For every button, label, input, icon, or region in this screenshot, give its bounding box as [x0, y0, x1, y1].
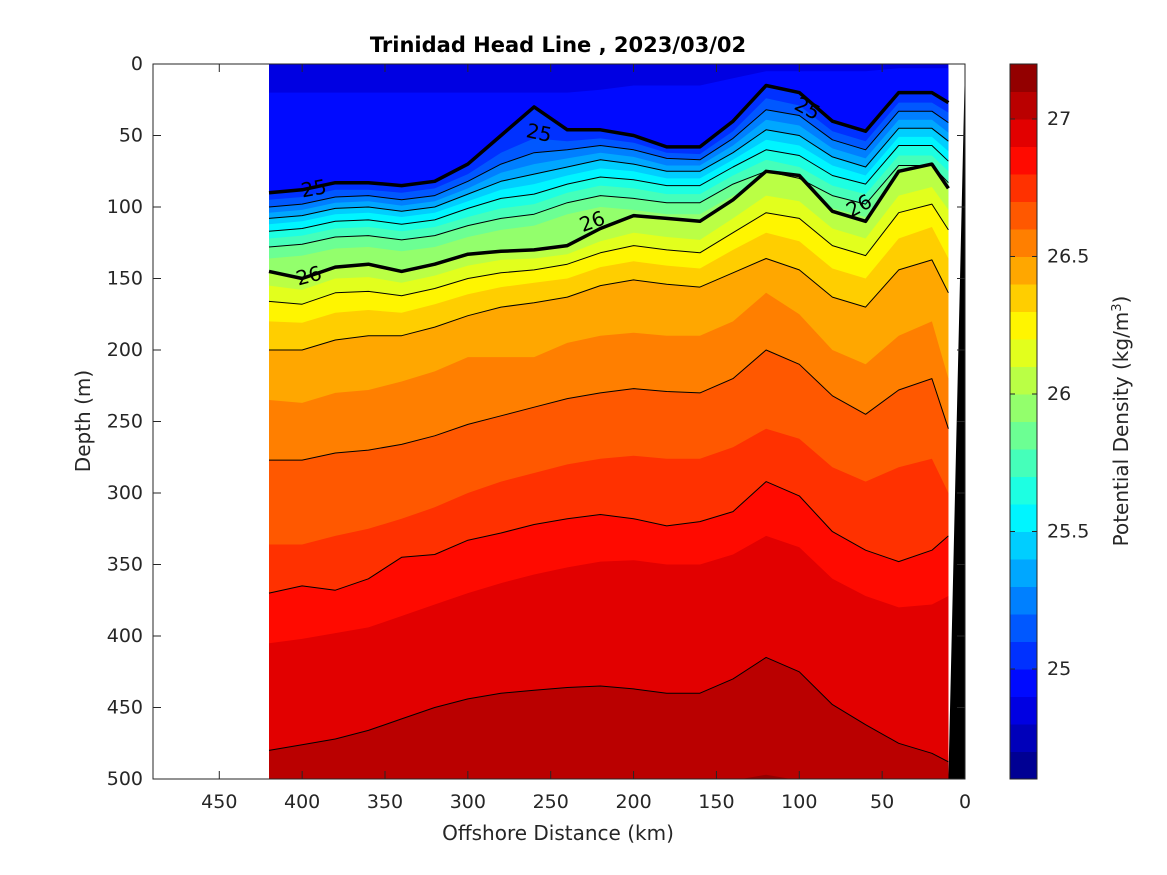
x-tick-label-2: 350 — [367, 791, 403, 813]
colorbar-swatch-0 — [1010, 751, 1037, 780]
colorbar-swatch-24 — [1010, 91, 1037, 120]
contour-label-1: 25 — [524, 118, 554, 147]
colorbar-tick-label-1: 25.5 — [1047, 521, 1089, 543]
seafloor-bathymetry — [925, 64, 965, 779]
colorbar-swatch-14 — [1010, 366, 1037, 395]
contour-label-0: 25 — [299, 174, 328, 202]
colorbar-tick-label-2: 26 — [1047, 383, 1071, 405]
x-tick-label-3: 300 — [450, 791, 486, 813]
x-tick-label-4: 250 — [533, 791, 569, 813]
colorbar-swatch-16 — [1010, 311, 1037, 340]
x-tick-label-0: 450 — [201, 791, 237, 813]
colorbar: 25 25.5 26 26.5 27 Potential Density (kg/m3) — [1009, 63, 1133, 780]
contour-line-5 — [268, 127, 949, 219]
colorbar-swatch-5 — [1010, 614, 1037, 642]
colorbar-swatch-2 — [1010, 696, 1037, 725]
x-tick-label-6: 150 — [698, 791, 734, 813]
colorbar-swatch-13 — [1010, 394, 1037, 422]
colorbar-tick-label-0: 25 — [1047, 658, 1071, 680]
colorbar-swatch-4 — [1010, 641, 1037, 670]
x-tick-label-1: 400 — [284, 791, 320, 813]
contour-line-3 — [268, 109, 949, 208]
contour-line-7 — [268, 145, 949, 232]
chart-title: Trinidad Head Line , 2023/03/02 — [370, 33, 746, 57]
x-tick-label-9: 0 — [959, 791, 971, 813]
colorbar-swatch-8 — [1010, 531, 1037, 560]
x-tick-label-7: 100 — [781, 791, 817, 813]
y-axis-label: Depth (m) — [71, 370, 95, 472]
colorbar-swatch-25 — [1010, 64, 1037, 92]
y-tick-label-4: 200 — [107, 339, 143, 361]
contour-line-9 — [268, 165, 949, 248]
contour-line-21 — [268, 656, 949, 763]
y-tick-label-6: 300 — [107, 482, 143, 504]
density-band-22 — [741, 774, 792, 779]
y-tick-label-9: 450 — [107, 697, 143, 719]
colorbar-swatch-9 — [1010, 504, 1037, 532]
colorbar-swatch-6 — [1010, 586, 1037, 615]
y-tick-label-3: 150 — [107, 268, 143, 290]
colorbar-ticks: 25 25.5 26 26.5 27 — [1010, 108, 1089, 680]
colorbar-label-text: Potential Density (kg/m — [1109, 312, 1133, 547]
colorbar-swatch-11 — [1010, 449, 1037, 477]
y-tick-label-7: 350 — [107, 554, 143, 576]
colorbar-swatch-10 — [1010, 476, 1037, 505]
y-tick-label-0: 0 — [131, 53, 143, 75]
contour-line-17 — [269, 349, 949, 461]
y-tick-label-10: 500 — [107, 768, 143, 790]
colorbar-swatch-18 — [1010, 256, 1037, 285]
colorbar-swatch-22 — [1010, 146, 1037, 175]
density-fill-bands — [269, 64, 949, 779]
x-tick-label-5: 200 — [615, 791, 651, 813]
contour-line-19 — [268, 481, 949, 594]
colorbar-swatch-19 — [1010, 229, 1037, 257]
colorbar-swatch-23 — [1010, 119, 1037, 147]
colorbar-swatch-1 — [1010, 724, 1037, 752]
colorbar-frame — [1009, 63, 1038, 780]
colorbar-tick-label-3: 26.5 — [1047, 246, 1089, 268]
y-axis-ticks: 0 50 100 150 200 250 300 350 400 450 500 — [107, 53, 965, 790]
colorbar-swatch-17 — [1010, 284, 1037, 312]
x-tick-label-8: 50 — [870, 791, 894, 813]
contour-line-13 — [268, 203, 949, 305]
density-band-21 — [269, 657, 949, 779]
colorbar-tick-label-4: 27 — [1047, 108, 1071, 130]
colorbar-swatch-20 — [1010, 201, 1037, 230]
isopycnal-contour-lines — [268, 83, 950, 763]
colorbar-swatches — [1010, 64, 1037, 780]
contour-line-11 — [268, 162, 950, 281]
colorbar-swatch-12 — [1010, 421, 1037, 450]
y-tick-label-8: 400 — [107, 625, 143, 647]
colorbar-swatch-15 — [1010, 339, 1037, 367]
y-tick-label-1: 50 — [119, 125, 143, 147]
x-axis-label: Offshore Distance (km) — [442, 821, 674, 845]
colorbar-swatch-3 — [1010, 669, 1037, 697]
colorbar-swatch-21 — [1010, 174, 1037, 202]
contour-line-1 — [268, 83, 950, 195]
y-tick-label-2: 100 — [107, 196, 143, 218]
y-tick-label-5: 250 — [107, 411, 143, 433]
colorbar-label: Potential Density (kg/m3) — [1109, 296, 1133, 547]
x-axis-ticks: 450 400 350 300 250 200 150 100 50 0 — [201, 64, 971, 813]
colorbar-swatch-7 — [1010, 559, 1037, 587]
contour-line-15 — [269, 258, 949, 351]
colorbar-label-close: ) — [1109, 296, 1133, 304]
colorbar-label-superscript: 3 — [1110, 303, 1125, 311]
